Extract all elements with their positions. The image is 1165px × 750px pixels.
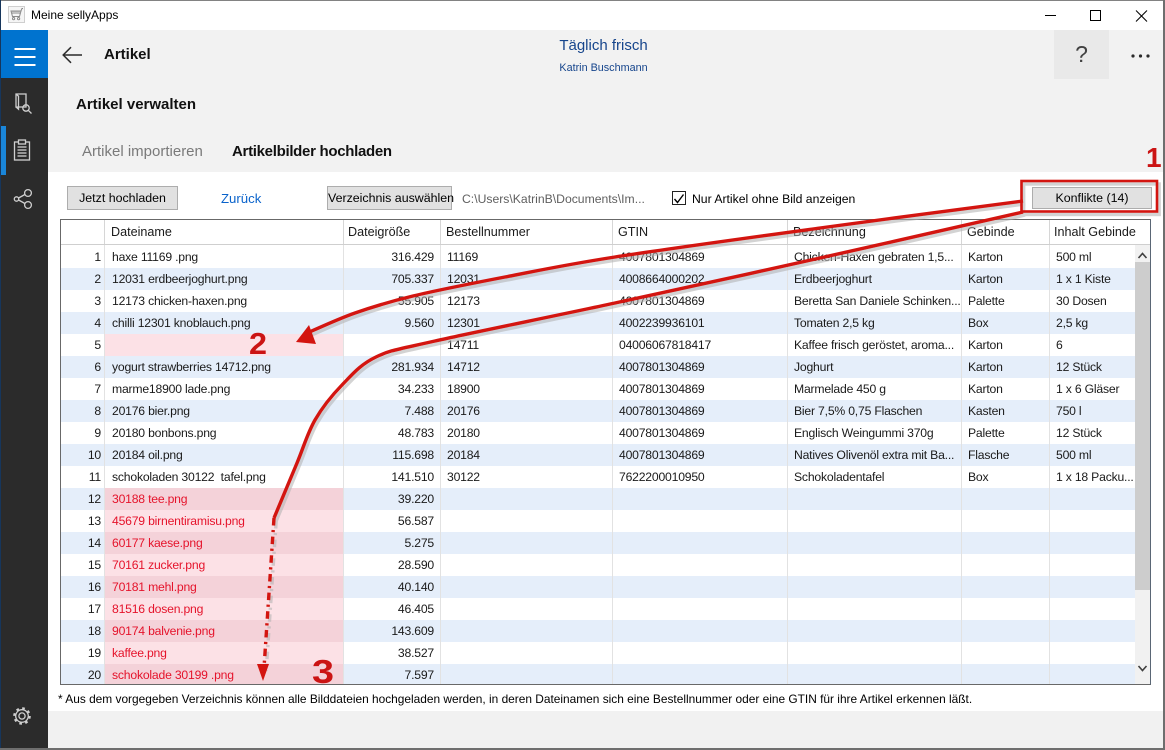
svg-text:2: 2 [249, 326, 267, 361]
svg-text:1: 1 [1146, 142, 1162, 173]
svg-text:3: 3 [312, 653, 334, 690]
